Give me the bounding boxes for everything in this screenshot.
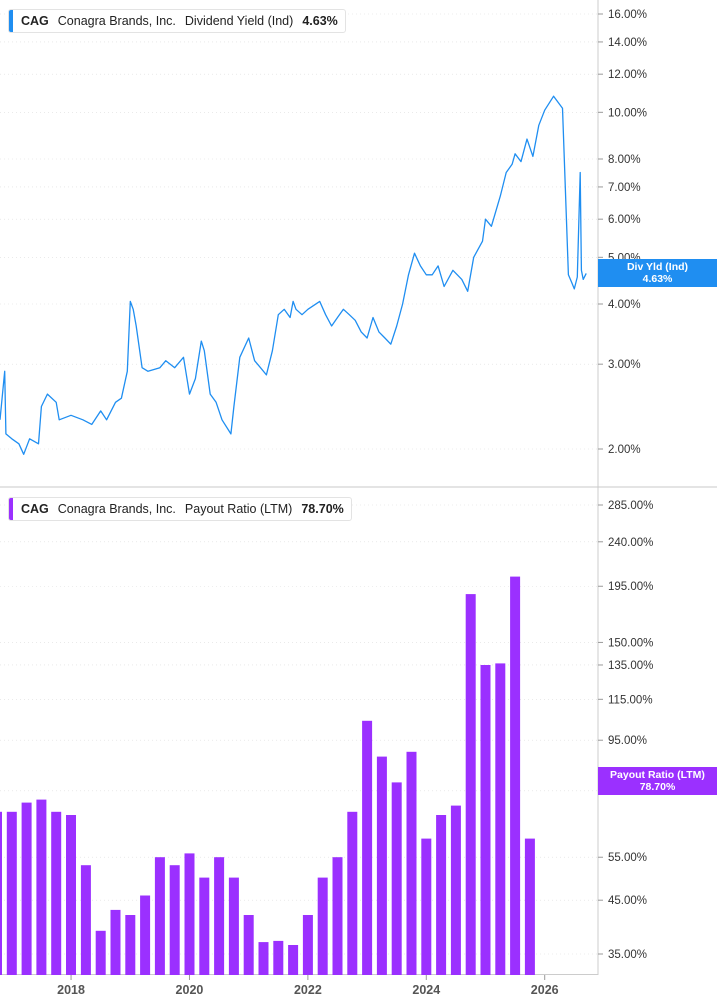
payout-ratio-bar [450, 805, 461, 975]
y-tick-label: 6.00% [608, 214, 641, 226]
dividend-yield-swatch [9, 10, 13, 32]
y-tick-label: 115.00% [608, 694, 653, 706]
x-tick-label: 2020 [176, 983, 204, 997]
dividend-yield-y-ticks: 16.00%14.00%12.00%10.00%8.00%7.00%6.00%5… [598, 9, 647, 456]
payout-ratio-bar [376, 756, 387, 975]
payout-ratio-bar [51, 811, 62, 975]
y-tick-label: 3.00% [608, 359, 641, 371]
payout-ratio-bar [258, 942, 269, 975]
payout-ratio-bar [110, 909, 121, 975]
y-tick-label: 14.00% [608, 37, 647, 49]
payout-ratio-bar [332, 857, 343, 975]
payout-ratio-bar [66, 815, 76, 975]
dividend-yield-value-flag: Div Yld (Ind) 4.63% [598, 259, 717, 288]
payout-ratio-y-ticks: 285.00% 240.00% 195.00% 150.00% 135.00% 115.0… [598, 500, 653, 961]
x-tick-label: 2026 [531, 983, 559, 997]
y-tick-label: 240.00% [608, 537, 653, 549]
payout-ratio-bar [95, 930, 106, 975]
payout-ratio-bar [421, 838, 432, 975]
y-tick-label: 12.00% [608, 69, 647, 81]
payout-ratio-swatch [9, 498, 13, 520]
legend-company: Conagra Brands, Inc. [57, 502, 176, 516]
y-tick-label: 135.00% [608, 660, 653, 672]
y-tick-label: 45.00% [608, 895, 647, 907]
payout-ratio-bar [273, 940, 284, 975]
y-tick-label: 10.00% [608, 107, 647, 119]
payout-ratio-bar [0, 811, 2, 975]
payout-ratio-bar [465, 594, 476, 975]
legend-ticker: CAG [21, 502, 49, 516]
y-tick-label: 7.00% [608, 182, 641, 194]
payout-ratio-bar [154, 857, 165, 975]
dividend-yield-gridlines [0, 13, 598, 450]
payout-ratio-bar [406, 751, 417, 975]
flag-value: 78.70% [639, 780, 676, 793]
flag-label: Div Yld (Ind) [626, 261, 689, 274]
y-tick-label: 195.00% [608, 581, 653, 593]
y-tick-label: 55.00% [608, 852, 647, 864]
payout-ratio-bar [243, 915, 254, 975]
x-tick-label: 2024 [412, 983, 440, 997]
payout-ratio-bar [199, 877, 210, 975]
legend-value: 4.63% [302, 14, 338, 28]
payout-ratio-bar [288, 945, 299, 975]
payout-ratio-value-flag: Payout Ratio (LTM) 78.70% [598, 766, 717, 795]
payout-ratio-bar [21, 802, 32, 975]
payout-ratio-bar [214, 857, 225, 975]
dividend-yield-line [0, 95, 587, 455]
payout-ratio-bar [524, 838, 535, 975]
payout-ratio-bar [347, 811, 358, 975]
flag-label: Payout Ratio (LTM) [610, 768, 705, 781]
payout-ratio-bar [140, 895, 151, 975]
payout-ratio-bars [0, 576, 535, 975]
payout-ratio-bar [36, 799, 47, 975]
payout-ratio-bar [184, 853, 195, 975]
y-tick-label: 95.00% [608, 735, 647, 747]
legend-metric: Dividend Yield (Ind) [184, 14, 294, 28]
legend-company: Conagra Brands, Inc. [57, 14, 176, 28]
payout-ratio-bar [317, 877, 328, 975]
payout-ratio-bar [436, 815, 447, 975]
payout-ratio-bar [125, 915, 136, 975]
payout-ratio-bar [6, 811, 17, 975]
dividend-yield-legend[interactable]: CAG Conagra Brands, Inc. Dividend Yield … [8, 9, 346, 33]
y-tick-label: 4.00% [608, 299, 641, 311]
x-axis-ticks: 2018 2020 2022 2024 2026 [57, 975, 559, 997]
flag-value: 4.63% [642, 273, 673, 286]
payout-ratio-bar [80, 865, 91, 975]
legend-metric: Payout Ratio (LTM) [184, 502, 293, 516]
y-tick-label: 285.00% [608, 500, 653, 512]
y-tick-label: 8.00% [608, 154, 641, 166]
payout-ratio-bar [362, 720, 373, 975]
payout-ratio-bar [169, 865, 180, 975]
payout-ratio-bar [391, 782, 402, 975]
x-tick-label: 2022 [294, 983, 322, 997]
legend-value: 78.70% [301, 502, 344, 516]
y-tick-label: 150.00% [608, 637, 653, 649]
payout-ratio-bar [302, 915, 313, 975]
y-tick-label: 2.00% [608, 444, 641, 456]
payout-ratio-bar [495, 663, 506, 975]
y-tick-label: 16.00% [608, 9, 647, 21]
y-tick-label: 35.00% [608, 949, 647, 961]
payout-ratio-bar [228, 877, 239, 975]
legend-ticker: CAG [21, 14, 49, 28]
payout-ratio-bar [510, 576, 521, 975]
payout-ratio-bar [480, 665, 491, 975]
x-tick-label: 2018 [57, 983, 85, 997]
payout-ratio-legend[interactable]: CAG Conagra Brands, Inc. Payout Ratio (L… [8, 497, 352, 521]
